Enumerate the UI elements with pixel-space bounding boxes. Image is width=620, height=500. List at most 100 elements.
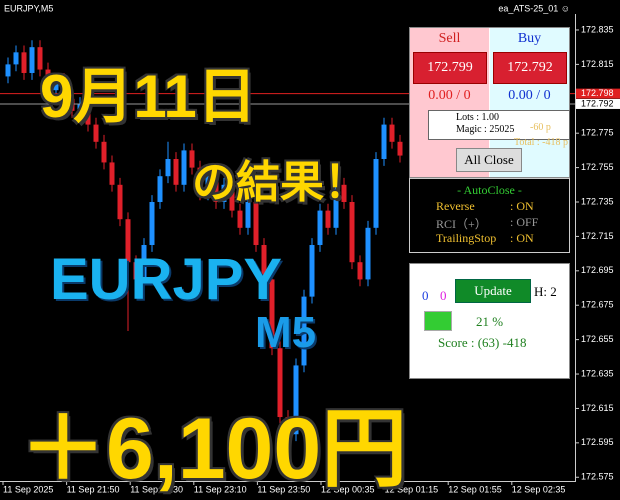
score: Score : (63) -418 [438, 335, 527, 350]
candle-body [221, 184, 227, 203]
rci-state: : OFF [510, 215, 539, 229]
autoclose-panel: - AutoClose - Reverse : ON RCI（+） : OFF … [409, 178, 570, 253]
overlay-result: の結果！ [192, 158, 368, 207]
plot [5, 40, 403, 461]
x-tick-label: 12 Sep 00:35 [321, 484, 375, 494]
candle-body [325, 210, 331, 228]
trailing-label: TrailingStop [436, 231, 497, 245]
sell-pl: 0.00 / 0 [428, 88, 471, 103]
candle-body [381, 124, 387, 159]
candle-body [397, 141, 403, 156]
candle-body [53, 79, 59, 91]
candle-body [157, 176, 163, 203]
buy-label: Buy [517, 31, 542, 46]
candle-body [253, 202, 259, 246]
update-button[interactable]: Update [455, 279, 531, 303]
candle-body [341, 184, 347, 203]
ask-label-bg [576, 88, 620, 99]
x-tick-label: 11 Sep 2025 [3, 484, 53, 494]
reverse-label: Reverse [436, 199, 475, 213]
buy-button[interactable]: 172.792 [493, 52, 567, 84]
y-tick-label: 172.695 [581, 265, 614, 275]
bid-label-bg [576, 98, 620, 109]
candle-body [237, 210, 243, 228]
candle-body [165, 158, 171, 177]
y-tick-label: 172.755 [581, 162, 614, 172]
x-tick-label: 11 Sep 21:50 [67, 484, 120, 494]
overlay-timeframe: M5 [255, 308, 317, 357]
candle-body [93, 124, 99, 142]
candle-body [37, 47, 43, 70]
y-tick-label: 172.635 [581, 368, 614, 378]
rci-label: RCI（+） [436, 217, 487, 231]
y-tick-label: 172.675 [581, 300, 614, 310]
trade-panel: Sell Buy 172.799 172.792 0.00 / 0 0.00 /… [409, 27, 570, 178]
sell-button[interactable]: 172.799 [413, 52, 487, 84]
y-tick-label: 172.575 [581, 472, 614, 482]
x-tick-label: 12 Sep 01:15 [385, 484, 439, 494]
progress-indicator [424, 311, 452, 331]
count-blue: 0 [422, 288, 429, 303]
candle-body [125, 219, 131, 263]
candle-body [29, 47, 35, 73]
candle-body [21, 52, 27, 73]
candle-body [181, 150, 187, 185]
percent: 21 % [476, 314, 504, 329]
autoclose-title: - AutoClose - [457, 183, 522, 197]
candle-body [349, 202, 355, 263]
candle-body [309, 245, 315, 297]
y-tick-label: 172.815 [581, 59, 614, 69]
candle-body [245, 202, 251, 228]
ask-label: 172.798 [581, 88, 614, 98]
candle-body [117, 184, 123, 220]
total: Total : -418 p [514, 137, 569, 148]
overlay-date: 9月11日 [40, 63, 257, 130]
magic: Magic : 25025 [456, 124, 515, 135]
candle-body [365, 227, 371, 280]
candle-body [149, 202, 155, 246]
candle-body [293, 365, 299, 435]
x-tick-label: 11 Sep 22:30 [130, 484, 183, 494]
candle-body [269, 279, 275, 349]
candle-body [69, 98, 75, 111]
candle-body [197, 167, 203, 194]
ea-label: ea_ATS-25_01 ☺ [498, 3, 570, 13]
candle-body [389, 124, 395, 142]
status-panel: 0 0 Update H: 2 21 % Score : (63) -418 [409, 263, 570, 379]
candle-body [301, 296, 307, 366]
y-tick-label: 172.615 [581, 403, 614, 413]
candle-body [141, 245, 147, 280]
candle-body [109, 162, 115, 185]
candle-body [5, 64, 11, 77]
h-count: H: 2 [534, 284, 557, 299]
x-tick-label: 11 Sep 23:50 [257, 484, 310, 494]
candle-body [317, 210, 323, 246]
candle-body [261, 245, 267, 280]
candle-body [77, 103, 83, 111]
candle-body [13, 52, 19, 65]
candle-body [61, 79, 67, 99]
x-tick-label: 11 Sep 23:10 [194, 484, 247, 494]
overlay-symbol: EURJPY [50, 247, 283, 312]
trailing-state: : ON [510, 231, 534, 245]
candle-body [373, 158, 379, 228]
pips: -60 p [530, 122, 551, 133]
y-tick-label: 172.735 [581, 196, 614, 206]
candle-body [285, 417, 291, 435]
candle-body [205, 176, 211, 194]
buy-pl: 0.00 / 0 [508, 88, 551, 103]
candle-body [333, 184, 339, 228]
candle-body [189, 150, 195, 168]
info-box [428, 110, 570, 140]
candle-body [101, 141, 107, 163]
candle-body [357, 262, 363, 280]
candle-body [229, 184, 235, 211]
candle-body [85, 103, 91, 125]
candle-body [277, 348, 283, 418]
candle-body [45, 69, 51, 91]
y-tick-label: 172.775 [581, 128, 614, 138]
reverse-state: : ON [510, 199, 534, 213]
candle-body [133, 262, 139, 280]
all-close-button[interactable]: All Close [456, 148, 522, 172]
overlay-profit: ＋6,100円 [20, 401, 408, 497]
